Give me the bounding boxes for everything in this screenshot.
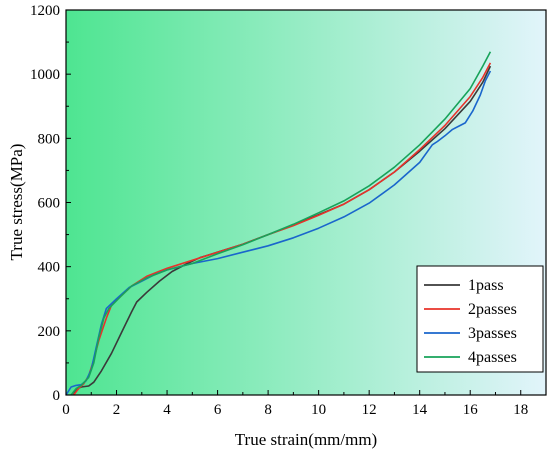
legend-label-2: 2passes — [468, 301, 517, 318]
y-tick-label: 1200 — [30, 3, 60, 19]
x-tick-label: 10 — [311, 402, 326, 418]
y-tick-label: 400 — [38, 260, 61, 276]
y-tick-label: 800 — [38, 131, 61, 147]
x-tick-label: 14 — [412, 402, 428, 418]
x-tick-label: 4 — [163, 402, 171, 418]
series-line-4 — [70, 51, 492, 396]
series-line-3 — [65, 70, 492, 396]
y-tick-label: 200 — [38, 324, 61, 340]
x-tick-label: 6 — [214, 402, 222, 418]
x-tick-label: 8 — [264, 402, 272, 418]
legend-box — [416, 265, 544, 373]
series-layer — [65, 51, 492, 396]
x-axis-label: True strain(mm/mm) — [235, 430, 377, 449]
legend-label-1: 1pass — [468, 277, 504, 294]
y-tick-label: 600 — [38, 196, 61, 212]
y-axis-label: True stress(MPa) — [7, 144, 26, 261]
legend: 1pass 2passes 3passes 4passes — [416, 265, 544, 373]
ticks-layer: 0 2 4 6 8 10 12 14 16 18 0 200 400 600 800 1000 1200 — [30, 3, 528, 418]
legend-label-3: 3passes — [468, 325, 517, 342]
x-tick-label: 16 — [463, 402, 479, 418]
x-tick-label: 2 — [113, 402, 121, 418]
x-tick-label: 12 — [362, 402, 377, 418]
y-tick-label: 1000 — [30, 67, 60, 83]
y-tick-label: 0 — [53, 388, 61, 404]
legend-label-4: 4passes — [468, 349, 517, 366]
x-tick-label: 18 — [513, 402, 528, 418]
x-tick-label: 0 — [62, 402, 70, 418]
